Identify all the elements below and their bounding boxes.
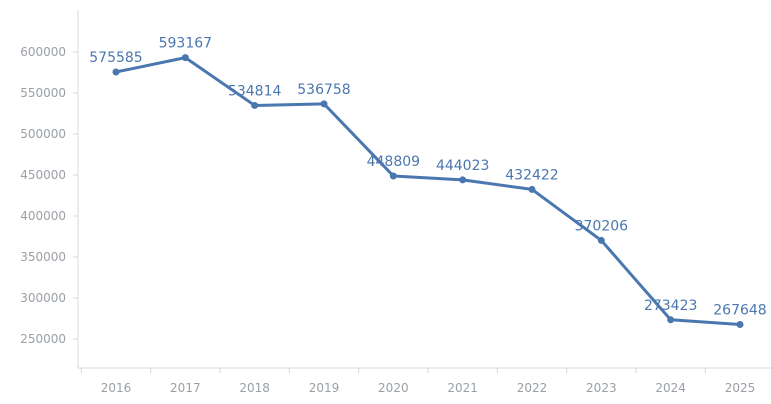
x-tick-label: 2019	[309, 381, 340, 395]
y-tick-label: 550000	[20, 86, 66, 100]
y-tick-label: 600000	[20, 45, 66, 59]
data-label: 536758	[297, 82, 350, 98]
series-group	[114, 56, 742, 327]
data-point	[251, 101, 259, 109]
data-label: 448809	[367, 154, 420, 170]
y-tick-label: 500000	[20, 127, 66, 141]
data-point	[597, 236, 605, 244]
data-point	[112, 68, 120, 76]
x-tick-label: 2024	[655, 381, 686, 395]
y-tick-label: 350000	[20, 250, 66, 264]
data-label: 267648	[713, 303, 766, 319]
data-label: 273423	[644, 298, 697, 314]
x-tick-label: 2016	[101, 381, 132, 395]
data-label: 593167	[159, 36, 212, 52]
data-point	[736, 321, 744, 329]
series-line	[114, 56, 742, 327]
x-tick-label: 2023	[586, 381, 617, 395]
axes	[77, 10, 771, 369]
data-point	[389, 172, 397, 180]
x-tick-label: 2017	[170, 381, 201, 395]
x-tick-label: 2025	[725, 381, 756, 395]
data-label: 534814	[228, 83, 282, 99]
data-label: 575585	[89, 50, 142, 66]
y-tick-label: 450000	[20, 168, 66, 182]
data-point	[181, 54, 189, 62]
data-point	[459, 176, 467, 184]
x-tick-label: 2018	[239, 381, 270, 395]
points-group	[112, 54, 744, 329]
y-tick-label: 250000	[20, 332, 66, 346]
data-label: 432422	[505, 167, 558, 183]
data-point	[528, 185, 536, 193]
x-tick-label: 2021	[447, 381, 478, 395]
data-label: 444023	[436, 158, 489, 174]
data-point	[320, 100, 328, 108]
y-tick-label: 300000	[20, 291, 66, 305]
y-tick-label: 400000	[20, 209, 66, 223]
x-axis-ticks: 2016 2017 2018 2019 2020 2021 2022 2023 2024 2025	[80, 368, 756, 395]
data-label: 370206	[575, 218, 629, 234]
data-point	[667, 316, 675, 324]
x-tick-label: 2022	[517, 381, 548, 395]
y-axis-ticks: 250000 300000 350000 400000 450000 500000 5500…	[20, 45, 78, 346]
x-tick-label: 2020	[378, 381, 409, 395]
data-labels-group: 575585 593167 534814 536758 448809 444023 4324…	[89, 36, 766, 319]
